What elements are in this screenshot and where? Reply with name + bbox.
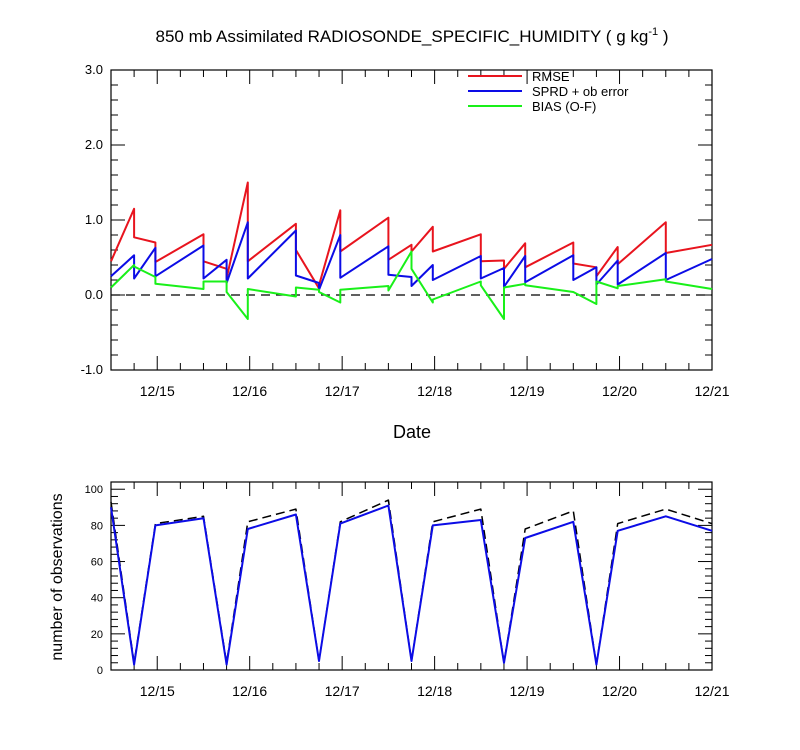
bottom-xtick-label: 12/20	[602, 683, 637, 699]
top-panel-rmse-chart: 12/15 12/16 12/17 12/18 12/19 12/20 12/21 -1.0 0…	[81, 62, 730, 399]
top-xtick-label: 12/17	[325, 383, 360, 399]
top-series-1-line	[110, 221, 713, 291]
bottom-panel-observations-chart: 12/15 12/16 12/17 12/18 12/19 12/20 12/21 0 20 40…	[85, 481, 730, 699]
bottom-xtick-label: 12/15	[140, 683, 175, 699]
legend-label-0: RMSE	[532, 69, 570, 84]
top-frame	[110, 69, 713, 371]
bottom-ytick-label: 40	[91, 593, 103, 605]
bottom-series-1-line	[110, 504, 713, 666]
top-series-2-line	[110, 250, 713, 320]
top-ytick-label: 0.0	[85, 287, 103, 302]
top-xtick-label: 12/19	[510, 383, 545, 399]
bottom-ytick-label: 0	[97, 665, 103, 677]
bottom-xtick-label: 12/18	[417, 683, 452, 699]
top-xtick-label: 12/16	[232, 383, 267, 399]
bottom-xtick-label: 12/19	[510, 683, 545, 699]
chart-title: 850 mb Assimilated RADIOSONDE_SPECIFIC_H…	[156, 26, 669, 46]
bottom-xtick-label: 12/17	[325, 683, 360, 699]
bottom-ytick-label: 100	[85, 484, 103, 496]
top-ytick-label: 3.0	[85, 62, 103, 77]
bottom-frame	[110, 481, 713, 671]
bottom-xtick-label: 12/21	[694, 683, 729, 699]
legend-label-2: BIAS (O-F)	[532, 99, 596, 114]
top-series-0-line	[110, 181, 713, 290]
legend-label-1: SPRD + ob error	[532, 84, 629, 99]
bottom-ytick-label: 20	[91, 629, 103, 641]
bottom-xtick-label: 12/16	[232, 683, 267, 699]
top-ytick-label: 1.0	[85, 212, 103, 227]
top-xtick-label: 12/20	[602, 383, 637, 399]
top-xtick-label: 12/21	[694, 383, 729, 399]
bottom-ytick-label: 60	[91, 557, 103, 569]
bottom-series-0-line	[110, 499, 713, 666]
top-ytick-label: -1.0	[81, 362, 103, 377]
top-xtick-label: 12/18	[417, 383, 452, 399]
top-panel-xlabel: Date	[393, 422, 431, 442]
top-ytick-label: 2.0	[85, 137, 103, 152]
top-xtick-label: 12/15	[140, 383, 175, 399]
bottom-ytick-label: 80	[91, 520, 103, 532]
bottom-panel-ylabel: number of observations	[49, 493, 66, 660]
